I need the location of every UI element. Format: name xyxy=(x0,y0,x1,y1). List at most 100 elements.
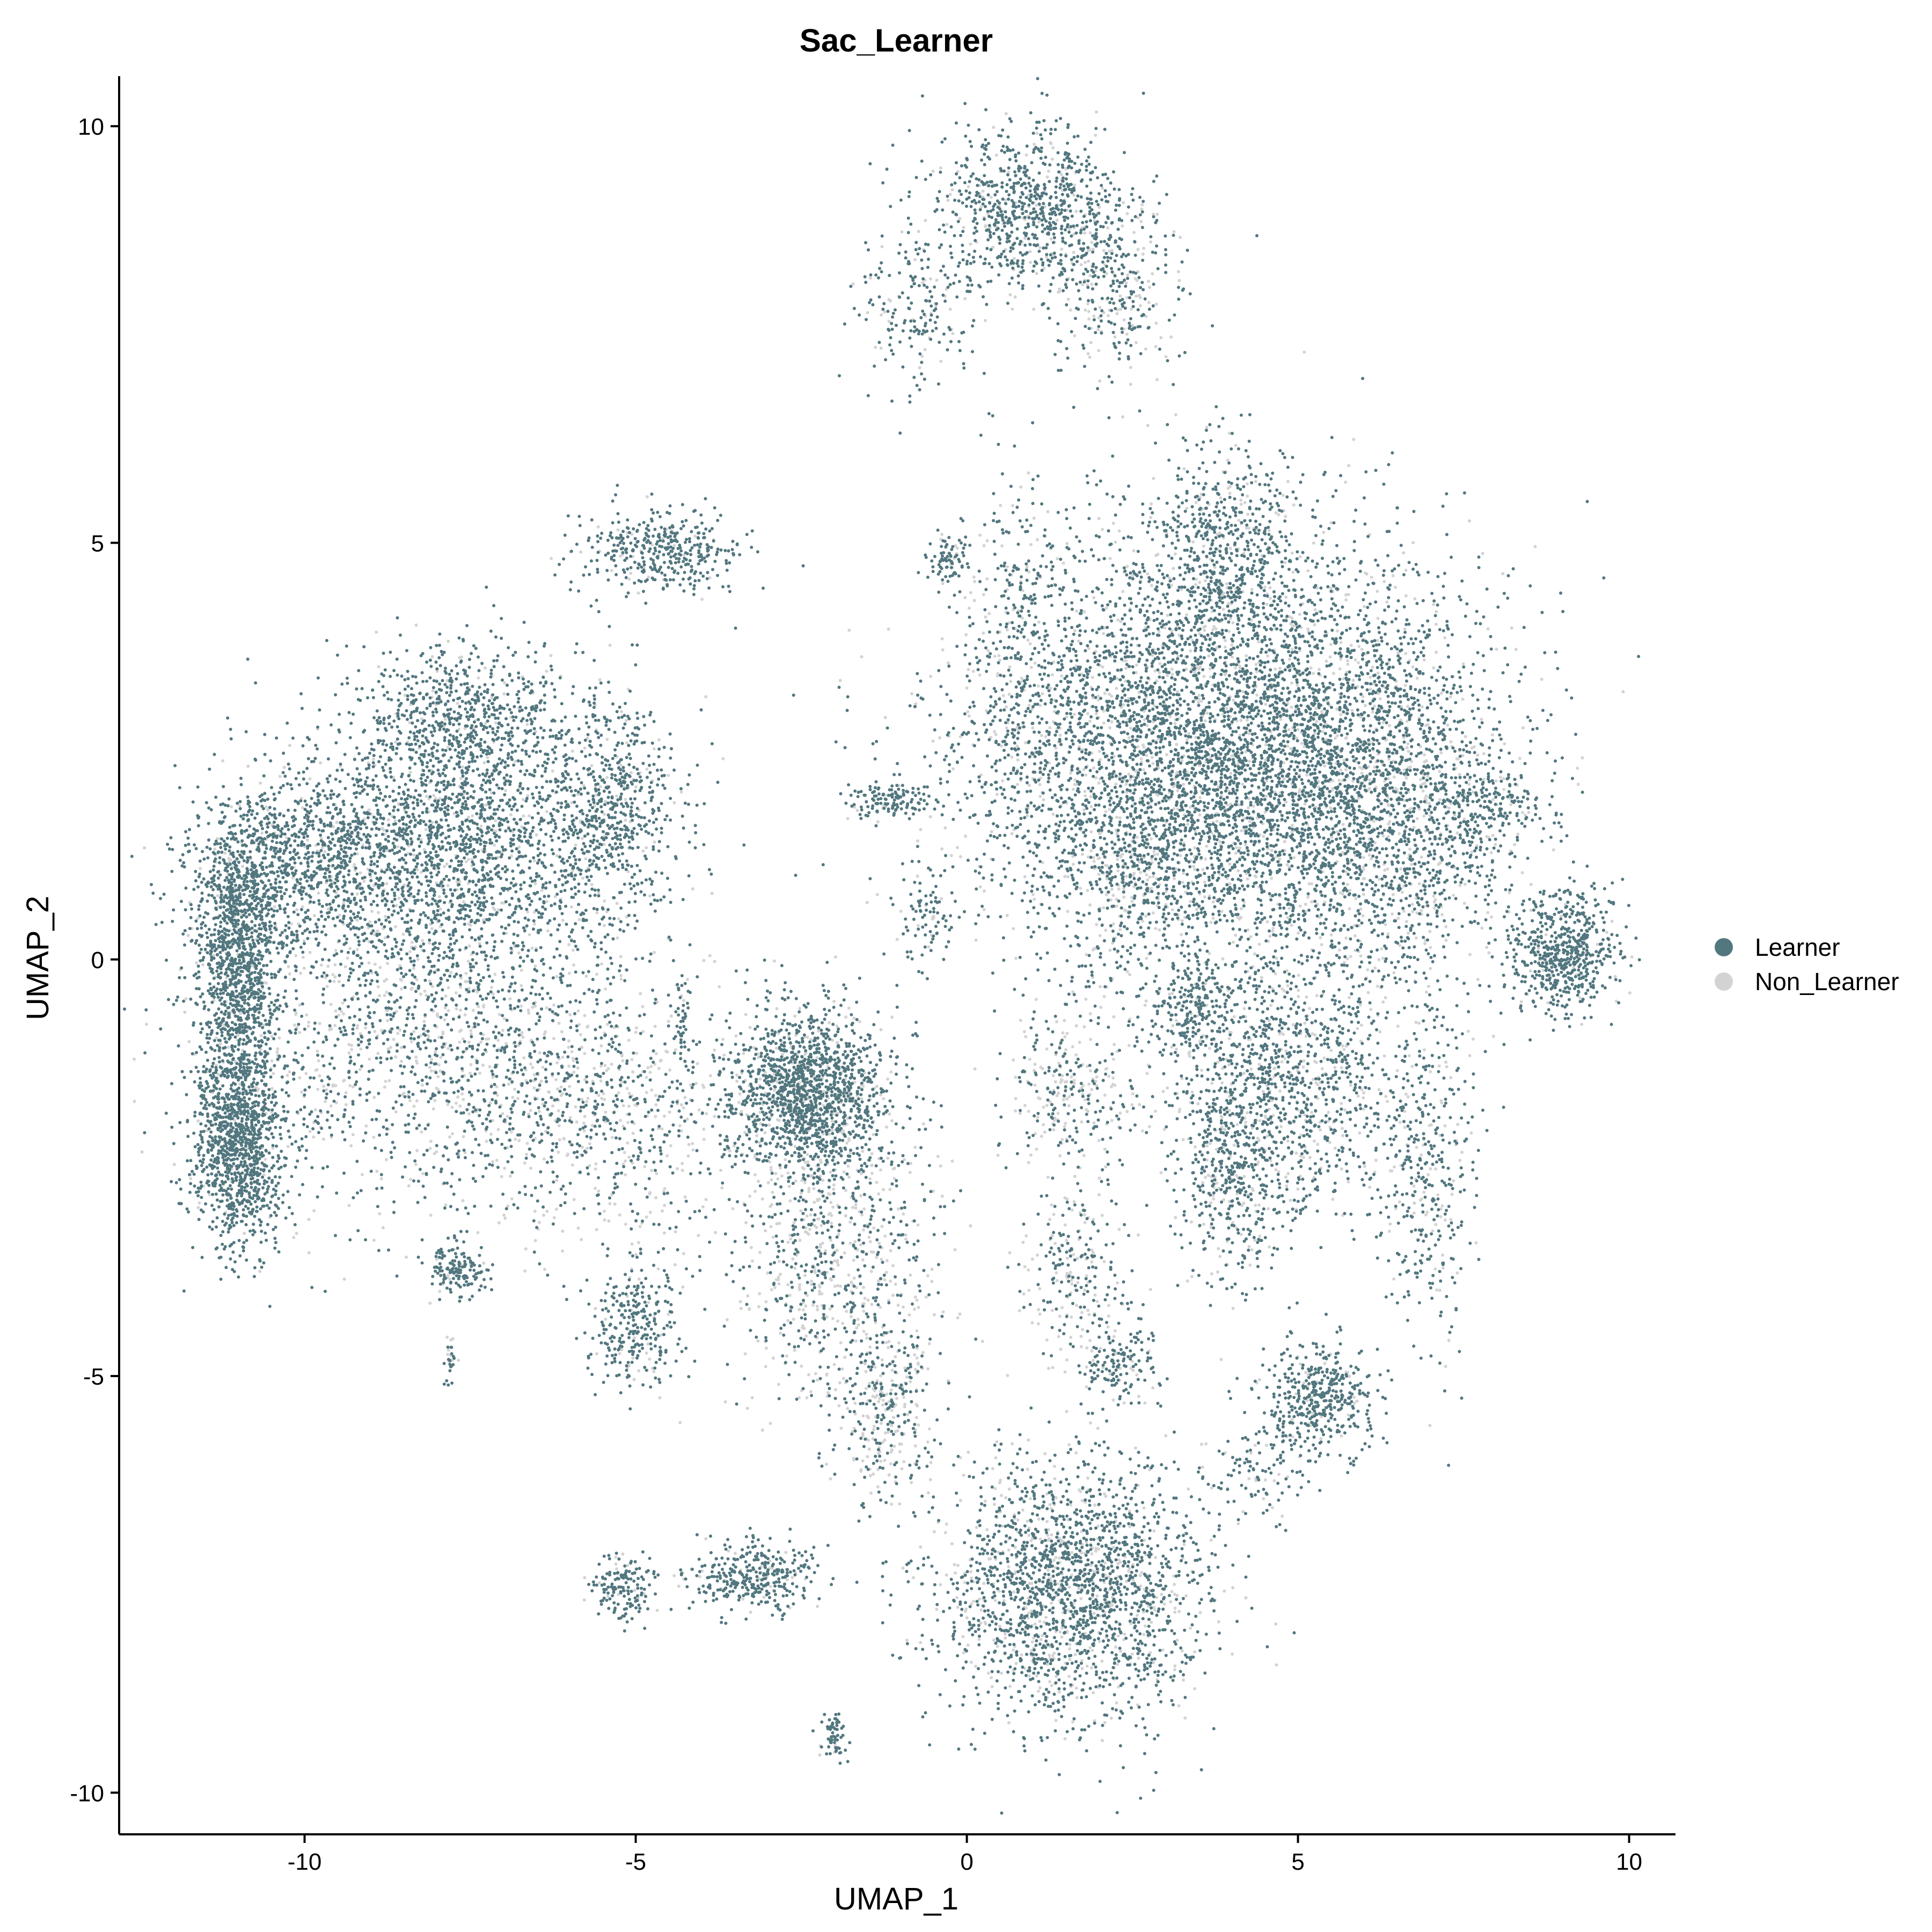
non-learner-point xyxy=(1241,690,1245,693)
non-learner-point xyxy=(241,865,245,868)
non-learner-point xyxy=(981,189,985,193)
non-learner-point xyxy=(478,1071,481,1075)
non-learner-point xyxy=(1203,628,1206,632)
non-learner-point xyxy=(1332,671,1335,675)
non-learner-point xyxy=(1158,928,1161,932)
non-learner-point xyxy=(649,1065,653,1069)
non-learner-point xyxy=(663,1187,667,1190)
non-learner-point xyxy=(817,1029,820,1033)
non-learner-point xyxy=(833,1284,837,1288)
non-learner-point xyxy=(264,1158,267,1161)
non-learner-point xyxy=(1070,1315,1073,1319)
non-learner-point xyxy=(892,1166,896,1170)
non-learner-point xyxy=(1193,1650,1197,1653)
non-learner-point xyxy=(1279,1125,1283,1129)
non-learner-point xyxy=(625,1087,629,1091)
non-learner-point xyxy=(1065,1031,1069,1035)
non-learner-point xyxy=(875,1181,879,1184)
non-learner-point xyxy=(1292,503,1296,507)
non-learner-point xyxy=(1400,890,1404,894)
non-learner-point xyxy=(1286,744,1290,748)
non-learner-point xyxy=(312,1135,316,1139)
non-learner-point xyxy=(1311,1411,1314,1415)
non-learner-point xyxy=(598,678,602,682)
non-learner-point xyxy=(1297,994,1300,998)
non-learner-point xyxy=(836,1263,840,1267)
non-learner-point xyxy=(1185,1279,1189,1283)
non-learner-point xyxy=(1098,379,1102,383)
non-learner-point xyxy=(883,1278,887,1282)
non-learner-point xyxy=(430,985,434,989)
non-learner-point xyxy=(1263,1114,1267,1118)
non-learner-point xyxy=(539,1079,543,1083)
non-learner-point xyxy=(766,1271,770,1275)
non-learner-point xyxy=(887,1473,891,1477)
non-learner-point xyxy=(195,961,199,965)
non-learner-point xyxy=(948,193,952,196)
non-learner-point xyxy=(1175,1048,1179,1051)
non-learner-point xyxy=(872,1428,876,1431)
non-learner-point xyxy=(1316,1083,1320,1087)
non-learner-point xyxy=(1198,581,1202,584)
non-learner-point xyxy=(1246,494,1249,498)
non-learner-point xyxy=(1110,1118,1114,1122)
non-learner-point xyxy=(1310,900,1314,904)
non-learner-point xyxy=(1176,789,1180,793)
non-learner-point xyxy=(1127,736,1131,740)
non-learner-point xyxy=(767,1123,771,1127)
non-learner-point xyxy=(460,655,463,659)
non-learner-point xyxy=(482,761,486,765)
non-learner-point xyxy=(1408,847,1412,851)
non-learner-point xyxy=(1252,804,1255,808)
non-learner-point xyxy=(1481,552,1484,555)
non-learner-point xyxy=(1441,1253,1445,1257)
non-learner-point xyxy=(1140,1129,1144,1133)
non-learner-point xyxy=(1036,1253,1040,1257)
non-learner-point xyxy=(875,892,879,896)
non-learner-point xyxy=(408,721,412,724)
non-learner-point xyxy=(788,1199,792,1203)
non-learner-point xyxy=(320,846,324,850)
non-learner-point xyxy=(1073,184,1077,187)
non-learner-point xyxy=(1287,657,1291,661)
non-learner-point xyxy=(883,1459,887,1462)
non-learner-point xyxy=(672,1574,676,1577)
non-learner-point xyxy=(1203,895,1206,899)
non-learner-point xyxy=(656,1267,660,1271)
non-learner-point xyxy=(650,1169,654,1173)
non-learner-point xyxy=(1143,718,1146,721)
non-learner-point xyxy=(546,929,550,933)
non-learner-point xyxy=(713,1048,716,1052)
non-learner-point xyxy=(755,1134,759,1138)
non-learner-point xyxy=(371,757,375,761)
non-learner-point xyxy=(654,1094,657,1097)
non-learner-point xyxy=(634,1026,638,1030)
non-learner-point xyxy=(1437,1064,1441,1068)
non-learner-point xyxy=(702,1086,706,1089)
non-learner-point xyxy=(561,1092,565,1095)
non-learner-point xyxy=(1287,728,1291,731)
non-learner-point xyxy=(895,1396,898,1400)
non-learner-point xyxy=(1095,110,1098,114)
non-learner-point xyxy=(1142,246,1146,250)
non-learner-point xyxy=(1311,1032,1314,1036)
non-learner-point xyxy=(332,825,335,829)
non-learner-point xyxy=(808,1227,811,1231)
non-learner-point xyxy=(382,828,386,832)
non-learner-point xyxy=(1296,728,1300,731)
non-learner-point xyxy=(1097,1139,1101,1143)
non-learner-point xyxy=(624,797,627,801)
non-learner-point xyxy=(1231,940,1235,944)
non-learner-point xyxy=(909,1161,913,1165)
non-learner-point xyxy=(1194,1145,1197,1148)
non-learner-point xyxy=(1119,620,1123,624)
non-learner-point xyxy=(1431,1229,1435,1233)
non-learner-point xyxy=(924,1295,928,1299)
non-learner-point xyxy=(307,1218,311,1221)
non-learner-point xyxy=(621,1552,625,1556)
non-learner-point xyxy=(892,1416,896,1419)
non-learner-point xyxy=(438,907,442,911)
non-learner-point xyxy=(619,1118,623,1122)
non-learner-point xyxy=(698,1575,701,1578)
non-learner-point xyxy=(494,819,497,823)
